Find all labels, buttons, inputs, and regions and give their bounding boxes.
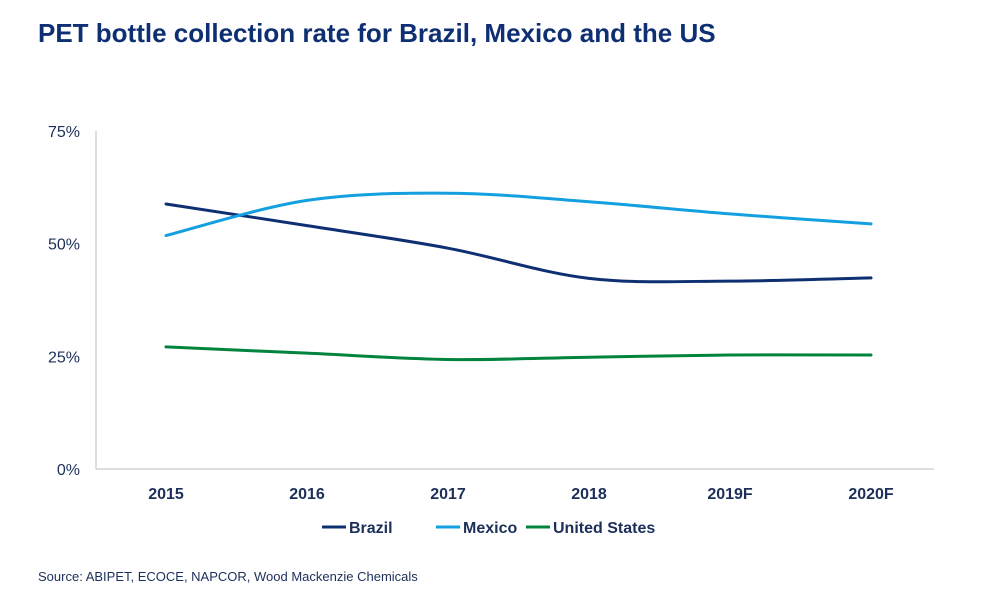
- legend-label-united-states: United States: [553, 520, 655, 537]
- y-tick-label: 25%: [48, 349, 80, 366]
- x-tick-label: 2018: [571, 486, 607, 503]
- legend-label-brazil: Brazil: [349, 520, 393, 537]
- chart-title: PET bottle collection rate for Brazil, M…: [38, 18, 716, 48]
- x-tick-label: 2017: [430, 486, 466, 503]
- series-line-united-states: [164, 345, 873, 362]
- source-note: Source: ABIPET, ECOCE, NAPCOR, Wood Mack…: [38, 569, 418, 584]
- y-tick-label: 75%: [48, 124, 80, 141]
- y-tick-label: 50%: [48, 237, 80, 254]
- x-tick-label: 2020F: [848, 486, 894, 503]
- legend-label-mexico: Mexico: [463, 520, 517, 537]
- x-tick-label: 2016: [289, 486, 325, 503]
- y-tick-label: 0%: [57, 462, 80, 479]
- x-tick-label: 2015: [148, 486, 184, 503]
- series-line-mexico: [164, 191, 873, 238]
- x-tick-label: 2019F: [707, 486, 753, 503]
- series-line-brazil: [164, 202, 873, 284]
